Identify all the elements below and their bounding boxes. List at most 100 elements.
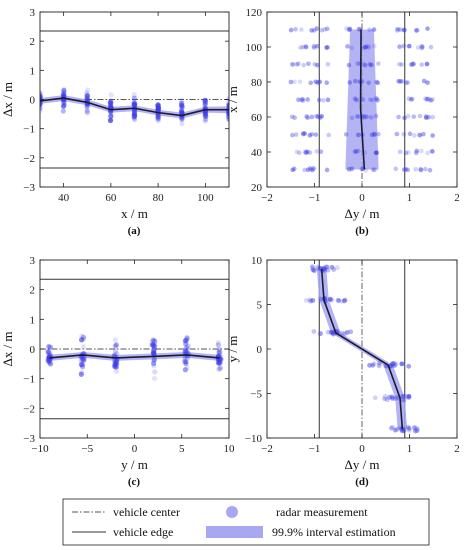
radar-measurement-point <box>399 428 405 434</box>
estimate-line <box>40 97 229 117</box>
y-tick-label: −1 <box>23 124 35 136</box>
radar-measurement-point <box>341 298 347 304</box>
y-tick-label: 0 <box>30 344 36 356</box>
radar-measurement-point <box>112 364 119 370</box>
y-tick-label: 3 <box>30 255 36 267</box>
radar-measurement-point <box>353 149 359 154</box>
radar-measurement-point <box>107 100 114 106</box>
legend-interval-label: 99.9% interval estimation <box>272 525 396 539</box>
radar-measurement-point <box>182 356 188 362</box>
radar-measurement-point <box>84 104 90 110</box>
radar-measurement-point <box>300 98 306 103</box>
radar-measurement-point <box>427 167 433 173</box>
radar-measurement-point <box>406 394 412 399</box>
radar-measurement-point <box>418 167 424 173</box>
radar-measurement-point <box>412 133 417 138</box>
radar-measurement-point <box>419 62 425 67</box>
radar-measurement-point <box>309 167 315 173</box>
radar-measurement-point <box>354 97 360 103</box>
radar-measurement-point <box>396 114 401 120</box>
radar-measurement-point <box>317 79 323 85</box>
radar-measurement-point <box>309 114 315 120</box>
y-axis-label: Δx / m <box>0 82 15 117</box>
y-tick-label: 1 <box>30 65 36 77</box>
radar-measurement-point <box>425 150 431 156</box>
radar-measurement-point <box>370 167 376 173</box>
radar-measurement-point <box>151 375 158 382</box>
radar-measurement-point <box>375 97 380 103</box>
radar-measurement-point <box>419 43 425 49</box>
radar-measurement-point <box>376 61 381 66</box>
radar-measurement-point <box>155 112 161 118</box>
radar-measurement-point <box>184 335 190 341</box>
radar-measurement-point <box>78 371 84 377</box>
radar-measurement-point <box>299 27 304 32</box>
radar-measurement-point <box>155 106 161 112</box>
radar-measurement-point <box>342 331 348 336</box>
radar-measurement-point <box>151 346 157 353</box>
radar-measurement-point <box>311 45 317 50</box>
panel-b: −2 −1 0 1 2 20 40 60 80 100 120 Δy / m x / m (b) <box>225 7 460 237</box>
radar-measurement-point <box>311 28 317 33</box>
radar-measurement-point <box>108 101 114 107</box>
x-tick-label: −1 <box>309 443 321 455</box>
radar-measurement-point <box>215 360 222 366</box>
radar-measurement-point <box>414 27 420 33</box>
radar-measurement-point <box>304 149 310 155</box>
radar-measurement-point <box>347 80 353 85</box>
radar-measurement-point <box>392 396 398 402</box>
radar-measurement-point <box>46 358 52 364</box>
radar-measurement-point <box>292 79 297 85</box>
radar-measurement-point <box>203 110 209 116</box>
radar-measurement-point <box>84 108 90 114</box>
radar-measurement-point <box>313 79 319 85</box>
radar-measurement-point <box>84 93 91 99</box>
radar-measurement-point <box>81 355 87 362</box>
radar-measurement-point <box>61 93 67 99</box>
x-tick-label: −2 <box>261 443 273 455</box>
radar-measurement-point <box>108 92 114 98</box>
radar-measurement-point <box>183 359 189 365</box>
radar-measurement-point <box>368 115 374 120</box>
radar-measurement-point <box>353 78 358 84</box>
radar-measurement-point <box>61 87 67 93</box>
radar-measurement-point <box>132 117 138 123</box>
radar-measurement-point <box>367 27 372 33</box>
radar-measurement-point <box>417 113 423 119</box>
radar-measurement-point <box>394 427 400 432</box>
radar-measurement-point <box>376 363 382 369</box>
radar-measurement-point <box>80 344 87 350</box>
radar-measurement-point <box>78 337 85 343</box>
radar-measurement-point <box>46 343 52 350</box>
radar-measurement-point <box>107 117 114 124</box>
radar-measurement-point <box>405 80 410 85</box>
radar-measurement-point <box>202 112 209 118</box>
radar-measurement-point <box>371 43 377 49</box>
radar-measurement-point <box>401 167 407 172</box>
radar-measurement-point <box>61 90 67 97</box>
radar-measurement-point <box>46 355 52 361</box>
radar-measurement-point <box>353 97 358 102</box>
radar-measurement-point <box>331 267 337 273</box>
x-tick-label: 10 <box>224 443 236 455</box>
radar-measurement-point <box>330 329 336 335</box>
radar-measurement-point <box>315 264 321 270</box>
radar-measurement-point <box>131 101 137 107</box>
radar-measurement-point <box>179 114 185 121</box>
radar-measurement-point <box>363 44 368 50</box>
radar-measurement-point <box>388 425 394 431</box>
radar-measurement-point <box>395 26 400 32</box>
radar-measurement-point <box>84 110 90 116</box>
radar-measurement-point <box>346 167 352 172</box>
radar-measurement-point <box>335 298 341 303</box>
radar-measurement-point <box>303 150 309 155</box>
radar-measurement-point <box>328 329 334 335</box>
radar-measurement-point <box>131 102 137 108</box>
radar-measurement-point <box>369 62 374 68</box>
radar-measurement-point <box>409 97 414 102</box>
radar-measurement-point <box>314 43 320 49</box>
radar-measurement-point <box>349 45 355 51</box>
radar-measurement-point <box>401 131 407 137</box>
radar-measurement-point <box>397 425 403 431</box>
